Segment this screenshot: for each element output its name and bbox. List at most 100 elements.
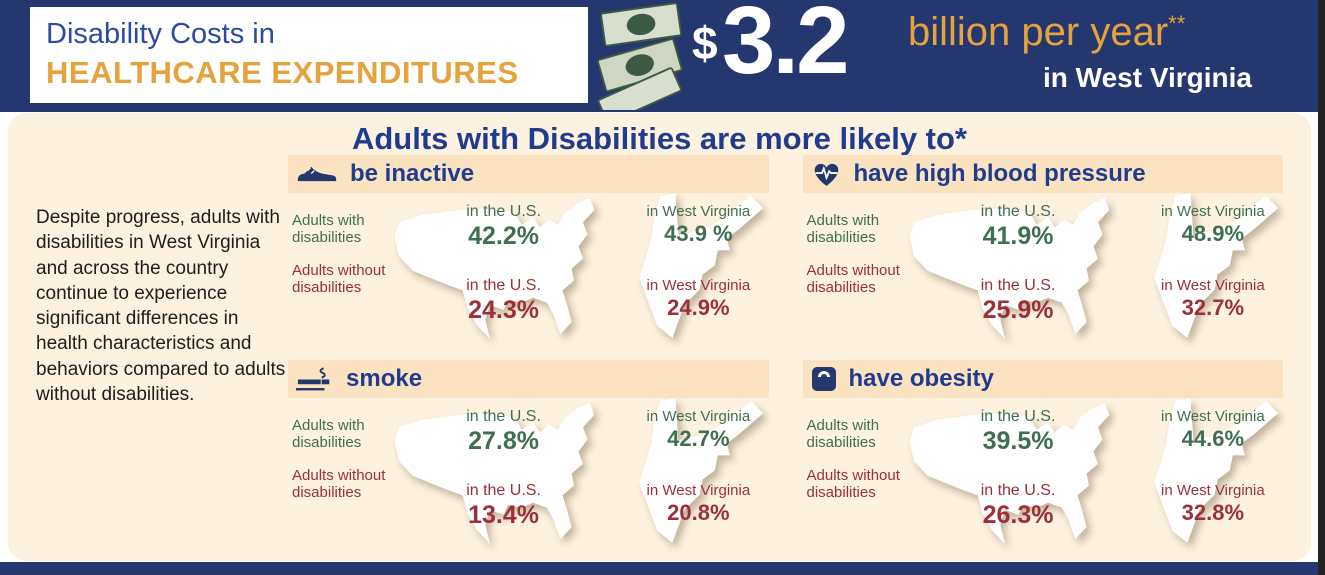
stat-location: in the U.S. bbox=[980, 203, 1056, 220]
scale-icon bbox=[811, 366, 837, 392]
west-virginia-map: in West Virginia 48.9% in West Virginia … bbox=[1145, 193, 1281, 344]
label-adults-with-disabilities: Adults with disabilities bbox=[806, 417, 880, 451]
panel-body: Adults with disabilities Adults without … bbox=[803, 193, 1284, 344]
stat-without-us: in the U.S. 26.3% bbox=[905, 482, 1132, 530]
stat-location: in the U.S. bbox=[980, 277, 1056, 294]
stat-with-us: in the U.S. 42.2% bbox=[390, 203, 617, 251]
row-labels: Adults with disabilities Adults without … bbox=[288, 193, 390, 344]
sneaker-icon bbox=[296, 164, 338, 185]
row-labels: Adults with disabilities Adults without … bbox=[803, 193, 905, 344]
stat-without-us: in the U.S. 25.9% bbox=[905, 277, 1132, 325]
panel-title: smoke bbox=[346, 365, 423, 392]
stat-with-us: in the U.S. 39.5% bbox=[905, 408, 1132, 456]
stat-value: 32.8% bbox=[1181, 500, 1245, 525]
label-adults-without-disabilities: Adults without disabilities bbox=[806, 466, 900, 501]
us-map: in the U.S. 42.2% in the U.S. 24.3% bbox=[390, 193, 617, 344]
stat-value: 42.7% bbox=[667, 426, 730, 451]
intro-paragraph: Despite progress, adults with disabiliti… bbox=[36, 207, 286, 405]
stat-location: in the U.S. bbox=[466, 482, 541, 499]
label-adults-without-disabilities: Adults without disabilities bbox=[806, 261, 900, 296]
panel-header: have obesity bbox=[802, 360, 1283, 398]
label-adults-without-disabilities: Adults without disabilities bbox=[292, 261, 386, 296]
stat-location: in the U.S. bbox=[466, 203, 541, 220]
content-area: Adults with Disabilities are more likely… bbox=[8, 113, 1311, 561]
stat-value: 26.3% bbox=[982, 501, 1054, 529]
stat-location: in the U.S. bbox=[980, 408, 1056, 425]
panel-body: Adults with disabilities Adults without … bbox=[288, 398, 769, 549]
stat-without-wv: in West Virginia 32.7% bbox=[1145, 277, 1281, 321]
stat-value: 32.7% bbox=[1181, 295, 1245, 320]
us-map: in the U.S. 39.5% in the U.S. 26.3% bbox=[905, 398, 1132, 549]
maps: in the U.S. 27.8% in the U.S. 13.4% bbox=[390, 398, 769, 549]
panel-high-blood-pressure: have high blood pressure Adults with dis… bbox=[802, 155, 1284, 344]
stat-with-wv: in West Virginia 43.9 % bbox=[630, 203, 766, 247]
cost-amount: 3.2 bbox=[722, 0, 849, 94]
stat-value: 20.8% bbox=[667, 500, 730, 525]
stat-value: 48.9% bbox=[1181, 221, 1245, 246]
stat-location: in West Virginia bbox=[646, 203, 751, 220]
stat-without-us: in the U.S. 13.4% bbox=[390, 482, 617, 530]
stat-with-wv: in West Virginia 48.9% bbox=[1145, 203, 1281, 247]
cost-unit-text: billion per year bbox=[908, 10, 1169, 54]
stat-value: 24.9% bbox=[667, 295, 730, 320]
header-band: Disability Costs in HEALTHCARE EXPENDITU… bbox=[0, 0, 1325, 124]
cost-location: in West Virginia bbox=[1042, 62, 1252, 93]
stat-panels-grid: be inactive Adults with disabilities Adu… bbox=[288, 155, 1283, 549]
footnote-marker: ** bbox=[1168, 11, 1186, 36]
panel-smoke: smoke Adults with disabilities Adults wi… bbox=[288, 360, 769, 549]
title-line1: Disability Costs in bbox=[46, 18, 275, 50]
page-right-edge bbox=[1318, 0, 1325, 575]
panel-header: smoke bbox=[288, 360, 769, 398]
us-map: in the U.S. 27.8% in the U.S. 13.4% bbox=[390, 398, 617, 549]
stat-location: in the U.S. bbox=[466, 277, 541, 294]
stat-value: 42.2% bbox=[468, 222, 539, 250]
currency-symbol: $ bbox=[692, 17, 718, 69]
maps: in the U.S. 42.2% in the U.S. 24.3% bbox=[390, 193, 769, 344]
title-line2: HEALTHCARE EXPENDITURES bbox=[46, 55, 519, 90]
stat-value: 43.9 % bbox=[664, 221, 733, 246]
west-virginia-map: in West Virginia 44.6% in West Virginia … bbox=[1145, 398, 1281, 549]
title-box: Disability Costs in HEALTHCARE EXPENDITU… bbox=[30, 7, 588, 103]
west-virginia-map: in West Virginia 42.7% in West Virginia … bbox=[630, 398, 766, 549]
us-map: in the U.S. 41.9% in the U.S. 25.9% bbox=[905, 193, 1132, 344]
stat-location: in West Virginia bbox=[1161, 277, 1265, 294]
stat-value: 39.5% bbox=[982, 427, 1054, 455]
panel-title: have obesity bbox=[848, 365, 994, 392]
stat-location: in West Virginia bbox=[646, 482, 751, 499]
panel-body: Adults with disabilities Adults without … bbox=[803, 398, 1284, 549]
stat-location: in the U.S. bbox=[466, 408, 541, 425]
panel-obesity: have obesity Adults with disabilities Ad… bbox=[802, 360, 1284, 549]
stat-location: in West Virginia bbox=[1161, 203, 1265, 220]
heart-pulse-icon bbox=[811, 160, 842, 188]
dollar-bills-icon bbox=[596, 2, 688, 124]
cost-unit: billion per year** bbox=[908, 10, 1185, 55]
stat-location: in West Virginia bbox=[646, 408, 751, 425]
panel-be-inactive: be inactive Adults with disabilities Adu… bbox=[288, 155, 769, 344]
panel-header: be inactive bbox=[288, 155, 769, 193]
stat-value: 13.4% bbox=[468, 501, 539, 529]
label-adults-with-disabilities: Adults with disabilities bbox=[292, 212, 365, 246]
row-labels: Adults with disabilities Adults without … bbox=[803, 398, 905, 549]
stat-with-us: in the U.S. 27.8% bbox=[390, 408, 617, 456]
stat-without-wv: in West Virginia 20.8% bbox=[630, 482, 766, 526]
main-heading: Adults with Disabilities are more likely… bbox=[351, 121, 967, 156]
west-virginia-map: in West Virginia 43.9 % in West Virginia… bbox=[630, 193, 766, 344]
stat-with-wv: in West Virginia 44.6% bbox=[1145, 408, 1281, 452]
label-adults-without-disabilities: Adults without disabilities bbox=[292, 466, 386, 501]
maps: in the U.S. 39.5% in the U.S. 26.3% bbox=[905, 398, 1284, 549]
maps: in the U.S. 41.9% in the U.S. 25.9% bbox=[905, 193, 1284, 344]
stat-location: in West Virginia bbox=[1161, 482, 1265, 499]
stat-value: 44.6% bbox=[1181, 426, 1245, 451]
panel-title: be inactive bbox=[350, 160, 475, 187]
stat-with-us: in the U.S. 41.9% bbox=[905, 203, 1132, 251]
stat-without-wv: in West Virginia 24.9% bbox=[630, 277, 766, 321]
stat-value: 24.3% bbox=[468, 296, 539, 324]
stat-value: 41.9% bbox=[982, 222, 1054, 250]
stat-value: 27.8% bbox=[468, 427, 539, 455]
cigarette-icon bbox=[296, 366, 334, 392]
row-labels: Adults with disabilities Adults without … bbox=[288, 398, 390, 549]
stat-without-us: in the U.S. 24.3% bbox=[390, 277, 617, 325]
label-adults-with-disabilities: Adults with disabilities bbox=[292, 417, 365, 451]
panel-header: have high blood pressure bbox=[802, 155, 1283, 193]
